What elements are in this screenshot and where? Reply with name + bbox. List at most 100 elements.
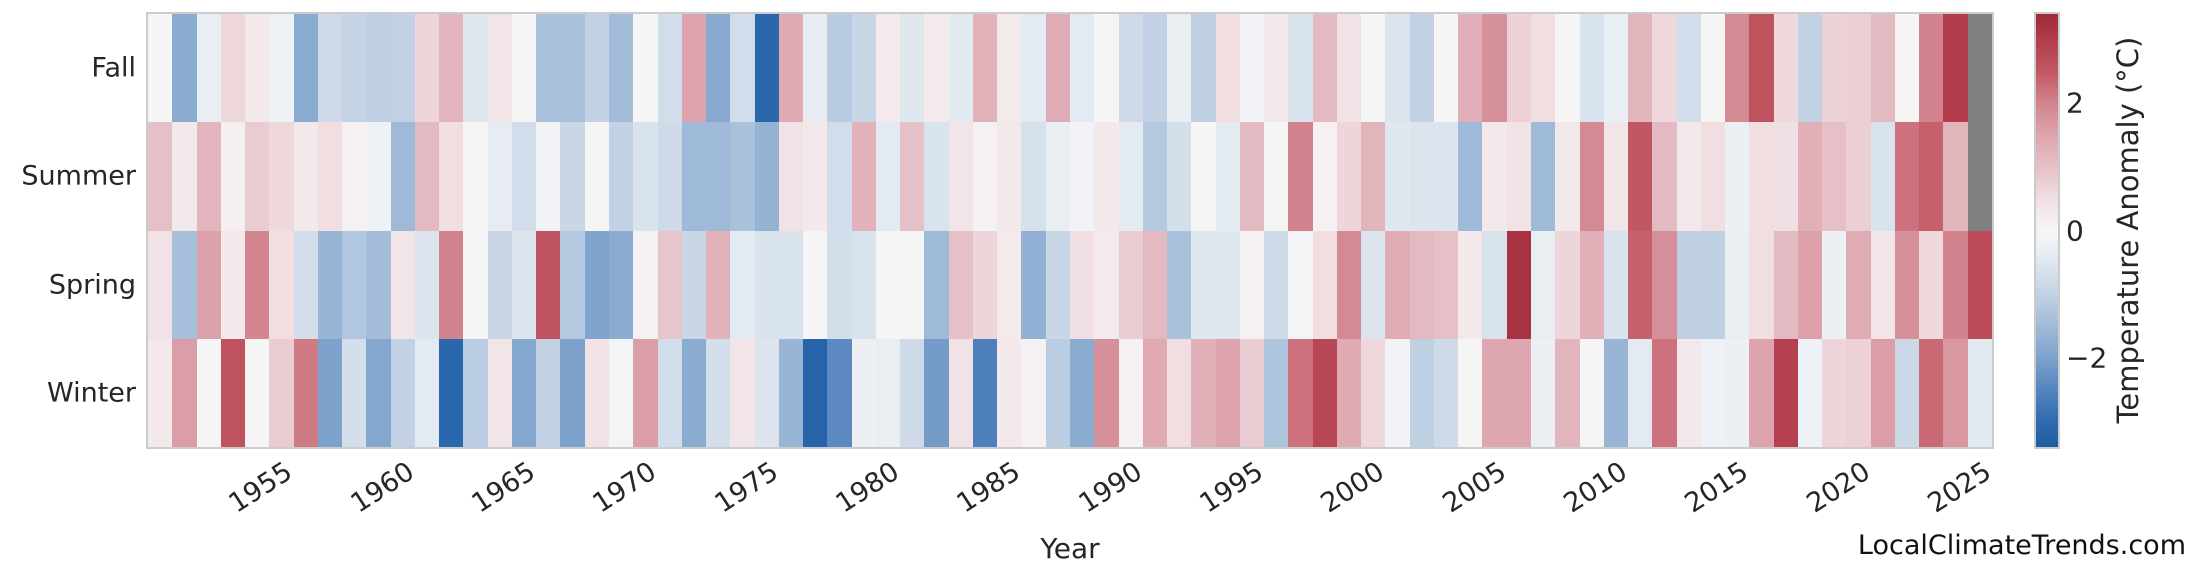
heatmap-cell-spring-2018	[1797, 230, 1823, 339]
heatmap-cell-winter-2021	[1870, 338, 1895, 447]
heatmap-cell-spring-1995	[1239, 230, 1265, 339]
heatmap-cell-fall-1968	[584, 14, 609, 123]
heatmap-cell-spring-1977	[803, 230, 828, 339]
heatmap-cell-summer-2000	[1361, 122, 1386, 231]
heatmap-cell-winter-1996	[1264, 338, 1289, 447]
heatmap-cell-fall-1960	[390, 14, 415, 123]
heatmap-cell-summer-2019	[1822, 122, 1847, 231]
heatmap-cell-summer-1972	[681, 122, 707, 231]
heatmap-cell-fall-1954	[245, 14, 270, 123]
heatmap-cell-summer-1969	[609, 122, 634, 231]
heatmap-cell-spring-1971	[657, 230, 682, 339]
heatmap-cell-spring-1970	[633, 230, 658, 339]
heatmap-cell-fall-1961	[414, 14, 440, 123]
heatmap-cell-spring-2013	[1676, 230, 1701, 339]
heatmap-cell-summer-1973	[706, 122, 731, 231]
heatmap-cell-fall-2008	[1555, 14, 1580, 123]
heatmap-cell-winter-1950	[148, 338, 173, 447]
heatmap-cell-winter-1980	[875, 338, 901, 447]
heatmap-cell-winter-1971	[657, 338, 682, 447]
heatmap-cell-fall-1989	[1094, 14, 1119, 123]
heatmap-cell-winter-1951	[172, 338, 197, 447]
heatmap-cell-fall-2004	[1458, 14, 1483, 123]
heatmap-cell-winter-1989	[1094, 338, 1119, 447]
heatmap-cell-winter-1954	[245, 338, 270, 447]
heatmap-cell-spring-2007	[1531, 230, 1556, 339]
row-label-fall: Fall	[91, 52, 136, 84]
heatmap-cell-summer-1956	[293, 122, 318, 231]
heatmap-cell-fall-2007	[1531, 14, 1556, 123]
heatmap-cell-spring-1976	[778, 230, 804, 339]
heatmap-cell-summer-2006	[1506, 122, 1531, 231]
heatmap-cell-spring-2005	[1482, 230, 1507, 339]
row-label-summer: Summer	[21, 160, 136, 192]
heatmap-cell-fall-2017	[1773, 14, 1798, 123]
heatmap-cell-winter-1984	[972, 338, 998, 447]
x-tick-label-1955: 1955	[223, 456, 299, 520]
heatmap-cell-spring-1969	[609, 230, 634, 339]
heatmap-cell-spring-1987	[1045, 230, 1070, 339]
heatmap-cell-summer-1953	[220, 122, 246, 231]
heatmap-cell-fall-2003	[1433, 14, 1459, 123]
heatmap-cell-spring-1951	[172, 230, 197, 339]
row-label-spring: Spring	[48, 269, 136, 301]
heatmap-cell-fall-2015	[1725, 14, 1750, 123]
heatmap-cell-summer-2024	[1943, 122, 1968, 231]
heatmap-cell-summer-1991	[1142, 122, 1168, 231]
heatmap-cell-winter-1995	[1239, 338, 1265, 447]
heatmap-cell-winter-2003	[1433, 338, 1459, 447]
heatmap-cell-spring-2004	[1458, 230, 1483, 339]
heatmap-cell-spring-2024	[1943, 230, 1968, 339]
heatmap-cell-fall-2019	[1822, 14, 1847, 123]
heatmap-cell-winter-1990	[1118, 338, 1143, 447]
heatmap-cell-winter-1982	[924, 338, 949, 447]
heatmap-cell-summer-1970	[633, 122, 658, 231]
heatmap-cell-summer-1987	[1045, 122, 1070, 231]
heatmap-cell-fall-2013	[1676, 14, 1701, 123]
heatmap-cell-winter-1987	[1045, 338, 1070, 447]
heatmap-cell-fall-1985	[997, 14, 1022, 123]
heatmap-cell-spring-2002	[1409, 230, 1434, 339]
heatmap-cell-fall-2009	[1579, 14, 1604, 123]
heatmap-cell-fall-1986	[1021, 14, 1046, 123]
heatmap-cell-summer-2025	[1967, 122, 1992, 231]
heatmap-cell-summer-1976	[778, 122, 804, 231]
heatmap-cell-fall-1980	[875, 14, 901, 123]
heatmap-row-summer	[148, 122, 1992, 231]
heatmap-cell-fall-1993	[1191, 14, 1216, 123]
heatmap-cell-spring-1994	[1215, 230, 1240, 339]
heatmap-cell-summer-2001	[1385, 122, 1410, 231]
heatmap-cell-spring-1956	[293, 230, 318, 339]
heatmap-cell-summer-1964	[487, 122, 512, 231]
heatmap-cell-fall-2000	[1361, 14, 1386, 123]
heatmap-cell-spring-1968	[584, 230, 609, 339]
heatmap-cell-summer-1955	[269, 122, 294, 231]
heatmap-cell-spring-2000	[1361, 230, 1386, 339]
heatmap-cell-spring-1973	[706, 230, 731, 339]
heatmap-cell-fall-1953	[220, 14, 246, 123]
heatmap-cell-fall-1966	[536, 14, 561, 123]
heatmap-cell-winter-1956	[293, 338, 318, 447]
heatmap-cell-spring-2020	[1846, 230, 1871, 339]
heatmap-plot-area	[146, 12, 1994, 449]
heatmap-cell-winter-1978	[827, 338, 852, 447]
heatmap-cell-fall-1976	[778, 14, 804, 123]
heatmap-cell-summer-1961	[414, 122, 440, 231]
heatmap-cell-winter-2005	[1482, 338, 1507, 447]
heatmap-cell-winter-2001	[1385, 338, 1410, 447]
heatmap-cell-winter-1967	[560, 338, 585, 447]
heatmap-row-fall	[148, 14, 1992, 123]
heatmap-cell-spring-1989	[1094, 230, 1119, 339]
heatmap-cell-summer-2020	[1846, 122, 1871, 231]
heatmap-cell-fall-1992	[1167, 14, 1192, 123]
heatmap-cell-fall-2010	[1603, 14, 1629, 123]
heatmap-cell-summer-2014	[1700, 122, 1726, 231]
heatmap-cell-summer-1954	[245, 122, 270, 231]
heatmap-cell-fall-2024	[1943, 14, 1968, 123]
heatmap-cell-spring-1965	[511, 230, 537, 339]
heatmap-cell-fall-2006	[1506, 14, 1531, 123]
heatmap-cell-winter-1970	[633, 338, 658, 447]
heatmap-cell-winter-1974	[730, 338, 755, 447]
heatmap-cell-summer-1989	[1094, 122, 1119, 231]
